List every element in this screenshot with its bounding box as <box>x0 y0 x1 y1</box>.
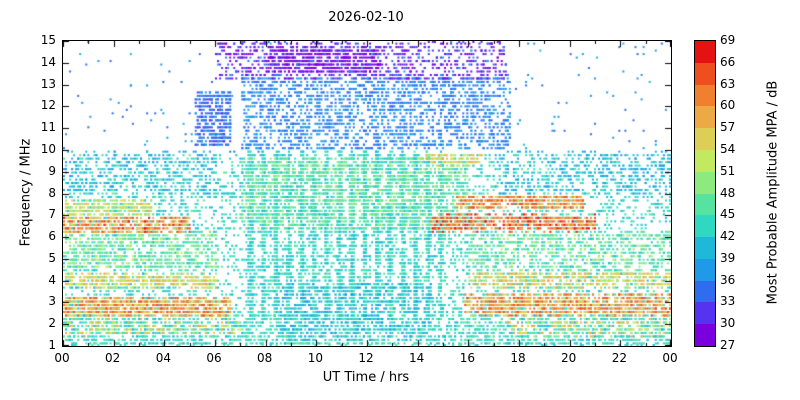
y-tick-label: 13 <box>40 76 56 91</box>
x-tick-label: 10 <box>307 351 323 365</box>
colorbar-segment <box>695 193 715 216</box>
colorbar-segment <box>695 62 715 85</box>
x-axis-label: UT Time / hrs <box>322 370 410 385</box>
plot-canvas <box>62 40 672 347</box>
y-tick-label: 6 <box>48 229 56 244</box>
y-tick-label: 10 <box>40 141 56 156</box>
y-tick-label: 9 <box>48 163 56 178</box>
x-tick-label: 20 <box>561 351 577 365</box>
y-tick-label: 11 <box>40 120 56 135</box>
chart-title: 2026-02-10 <box>328 10 404 25</box>
colorbar-label: Most Probable Amplitude MPA / dB <box>765 80 781 305</box>
colorbar-segment <box>695 171 715 194</box>
y-tick-label: 1 <box>48 338 56 352</box>
colorbar-segment <box>695 215 715 238</box>
colorbar <box>694 40 716 347</box>
y-tick-label: 8 <box>48 185 56 200</box>
x-tick-label: 16 <box>459 351 475 365</box>
colorbar-segment <box>695 84 715 107</box>
y-tick-label: 3 <box>48 294 56 309</box>
colorbar-tick-label: 36 <box>720 272 736 287</box>
colorbar-segment <box>695 41 715 63</box>
colorbar-segment <box>695 149 715 172</box>
y-tick-label: 14 <box>40 54 56 69</box>
colorbar-tick-label: 48 <box>720 185 736 200</box>
colorbar-segment <box>695 128 715 150</box>
x-tick-label: 18 <box>510 351 526 365</box>
x-tick-label: 02 <box>105 351 121 365</box>
x-tick-label: 14 <box>409 351 425 365</box>
y-tick-label: 5 <box>48 250 56 265</box>
colorbar-segment <box>695 258 715 281</box>
colorbar-segment <box>695 237 715 259</box>
colorbar-tick-label: 51 <box>720 163 736 178</box>
colorbar-tick-label: 45 <box>720 207 736 222</box>
x-tick-label: 12 <box>358 351 374 365</box>
x-tick-label: 00 <box>54 351 70 365</box>
y-tick-label: 12 <box>40 98 56 113</box>
colorbar-segment <box>695 324 715 346</box>
colorbar-tick-label: 57 <box>720 120 736 135</box>
colorbar-tick-label: 33 <box>720 294 736 309</box>
colorbar-segment <box>695 302 715 325</box>
x-tick-label: 00 <box>662 351 678 365</box>
y-tick-label: 4 <box>48 272 56 287</box>
x-tick-label: 08 <box>257 351 273 365</box>
colorbar-tick-label: 54 <box>720 141 736 156</box>
x-tick-label: 22 <box>611 351 627 365</box>
colorbar-tick-label: 27 <box>720 338 736 352</box>
colorbar-segment <box>695 106 715 129</box>
colorbar-segment <box>695 280 715 303</box>
x-tick-label: 04 <box>155 351 171 365</box>
y-tick-label: 2 <box>48 316 56 331</box>
y-tick-label: 15 <box>40 33 56 47</box>
y-tick-label: 7 <box>48 207 56 222</box>
colorbar-tick-label: 42 <box>720 229 736 244</box>
colorbar-tick-label: 66 <box>720 54 736 69</box>
x-tick-label: 06 <box>206 351 222 365</box>
colorbar-tick-label: 60 <box>720 98 736 113</box>
colorbar-tick-label: 69 <box>720 33 736 47</box>
colorbar-tick-label: 39 <box>720 250 736 265</box>
colorbar-tick-label: 30 <box>720 316 736 331</box>
colorbar-tick-label: 63 <box>720 76 736 91</box>
